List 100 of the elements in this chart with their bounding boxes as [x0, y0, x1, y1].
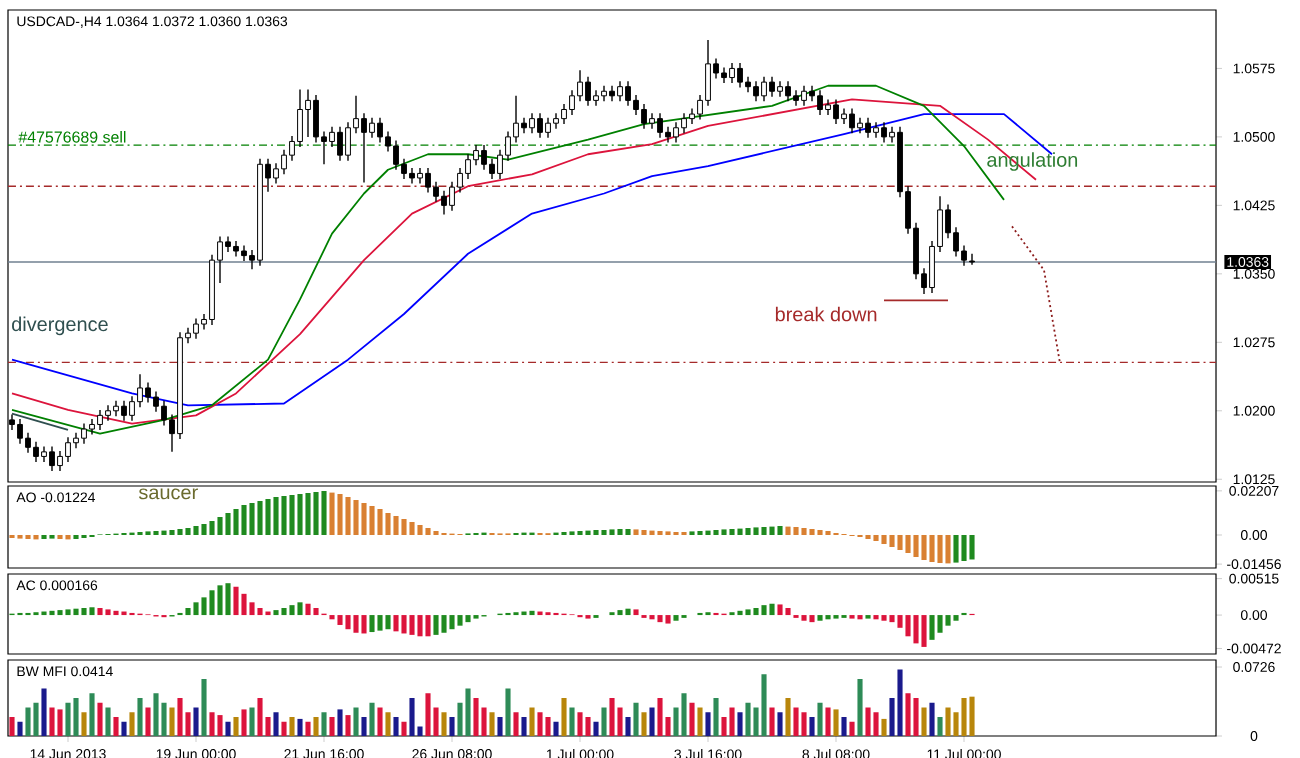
bar	[9, 717, 15, 736]
bar	[945, 535, 951, 564]
bar	[945, 707, 951, 736]
bar	[265, 499, 271, 535]
bar	[625, 608, 631, 616]
bar	[177, 697, 183, 736]
bar	[401, 519, 407, 535]
bar	[449, 717, 455, 736]
bar	[217, 715, 223, 736]
bar	[897, 535, 903, 550]
candlestick	[337, 126, 343, 162]
bar	[281, 721, 287, 736]
bar	[465, 615, 471, 623]
candlestick	[313, 94, 319, 144]
bar	[193, 526, 199, 535]
bar	[633, 609, 639, 616]
candlestick	[545, 117, 551, 139]
bar	[201, 678, 207, 736]
bar	[809, 615, 815, 623]
candlestick	[681, 112, 687, 134]
bar	[697, 707, 703, 736]
bar	[425, 693, 431, 736]
bar	[225, 721, 231, 736]
bar	[465, 688, 471, 736]
candlestick	[761, 75, 767, 102]
bar	[313, 492, 319, 535]
candlestick	[81, 422, 87, 445]
bar	[41, 688, 47, 736]
candlestick	[49, 445, 55, 472]
bar	[289, 605, 295, 616]
bar	[241, 709, 247, 736]
bar	[49, 707, 55, 736]
bar	[321, 712, 327, 736]
bar	[257, 501, 263, 535]
bar	[769, 526, 775, 535]
candlestick	[769, 75, 775, 98]
bar	[649, 707, 655, 736]
bar	[81, 712, 87, 736]
bar	[969, 535, 975, 560]
bar	[769, 603, 775, 616]
bar	[473, 697, 479, 736]
candlestick	[449, 180, 455, 212]
bar	[737, 610, 743, 616]
bar	[545, 717, 551, 736]
candlestick	[153, 390, 159, 413]
bar	[113, 717, 119, 736]
candlestick	[425, 167, 431, 194]
candlestick	[361, 112, 367, 184]
candlestick	[881, 121, 887, 144]
bar	[913, 615, 919, 644]
candlestick	[481, 144, 487, 171]
bar	[961, 535, 967, 561]
candlestick	[89, 418, 95, 436]
candlestick	[129, 395, 135, 422]
candlestick	[657, 112, 663, 139]
bar	[193, 602, 199, 616]
bar	[233, 717, 239, 736]
candlestick	[345, 121, 351, 162]
candlestick	[609, 85, 615, 102]
bar	[249, 707, 255, 736]
bar	[593, 721, 599, 736]
bar	[537, 712, 543, 736]
bar	[185, 528, 191, 535]
bar	[745, 528, 751, 535]
candlestick	[849, 107, 855, 134]
bar	[617, 610, 623, 616]
bar	[257, 697, 263, 736]
bar	[689, 702, 695, 736]
bar	[105, 707, 111, 736]
bar	[345, 497, 351, 535]
bar	[297, 718, 303, 736]
bar	[897, 669, 903, 736]
bar	[881, 718, 887, 736]
candlestick	[753, 80, 759, 102]
candlestick	[393, 139, 399, 171]
bar	[905, 535, 911, 553]
bar	[913, 535, 919, 557]
bar	[313, 607, 319, 616]
bar	[289, 495, 295, 535]
bar	[865, 707, 871, 736]
candlestick	[489, 158, 495, 180]
bar	[873, 712, 879, 736]
bar	[233, 586, 239, 616]
bar	[897, 615, 903, 628]
bar	[337, 615, 343, 625]
candlestick	[193, 317, 199, 340]
bar	[777, 526, 783, 535]
annotation: saucer	[138, 488, 198, 500]
bar	[817, 702, 823, 736]
bar	[81, 607, 87, 616]
bar	[513, 712, 519, 736]
bar	[393, 717, 399, 736]
bar	[377, 707, 383, 736]
bar	[377, 509, 383, 535]
bar	[729, 707, 735, 736]
bar	[273, 497, 279, 535]
bar	[953, 615, 959, 621]
bar	[361, 615, 367, 634]
bar	[441, 615, 447, 633]
candlestick	[521, 117, 527, 134]
